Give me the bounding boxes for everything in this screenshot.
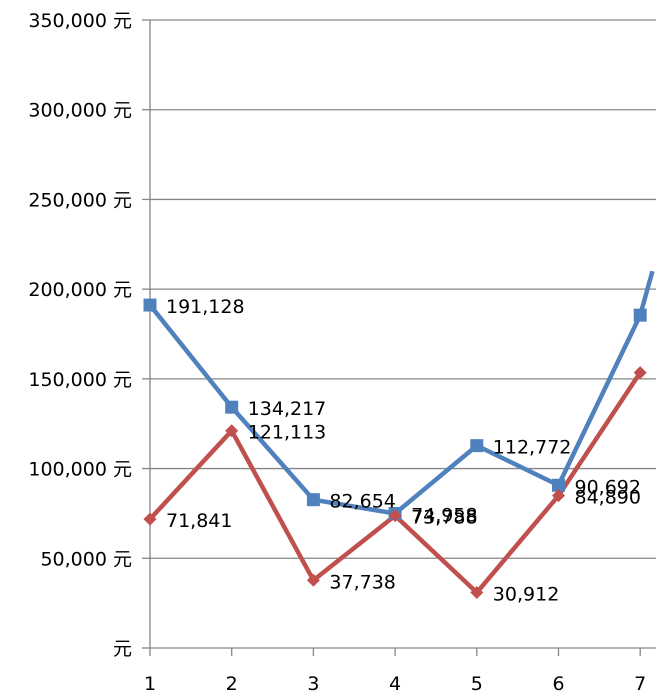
series-1-data-label: 74,958 [411,505,477,527]
x-tick-label: 2 [226,673,238,693]
series-2-data-label: 121,113 [248,422,327,444]
series-1-point [143,298,157,312]
x-tick-label: 1 [144,673,156,693]
series-2-data-label: 73,788 [411,507,477,529]
y-tick-label: 250,000 元 [28,189,132,211]
series-2-point [633,366,647,380]
x-tick-label: 5 [471,673,483,693]
series-2-data-label: 30,912 [493,584,559,606]
series-1-point [552,478,565,492]
series-1-data-label: 90,692 [575,476,641,498]
series-markers [143,298,647,600]
series-2-point [306,573,320,587]
series-1-data-label: 191,128 [166,296,245,318]
series-1-line [148,270,655,516]
series-1-point [225,400,239,414]
series-2-point [225,424,239,438]
y-tick-label: 350,000 元 [28,10,132,32]
series-2-data-label: 71,841 [166,510,232,532]
x-tick-label: 7 [634,673,646,693]
series-2-line [148,371,643,595]
y-tick-label: 300,000 元 [28,100,132,122]
series-2-point [470,586,484,600]
x-tick-label: 6 [552,673,564,693]
series-1-data-label: 112,772 [493,437,572,459]
y-tick-label: 50,000 元 [40,548,132,570]
series-2-data-label: 37,738 [329,571,395,593]
series-2-data-label: 84,890 [575,487,641,509]
y-axis-tick-labels: 元 50,000 元 100,000 元 150,000 元 200,000 元 250,… [28,10,132,660]
x-tick-label: 3 [307,673,319,693]
gridlines [150,19,656,559]
y-tick-label: 150,000 元 [28,369,132,391]
series-1-point [306,493,320,507]
series-2-point [552,489,565,503]
series-lines [148,270,655,595]
x-axis-tick-labels: 1 2 3 4 5 6 7 [144,673,646,693]
series-2-point [143,512,157,526]
axes [142,19,656,656]
series-1-point [470,439,484,453]
x-tick-label: 4 [389,673,401,693]
y-tick-label: 100,000 元 [28,459,132,481]
y-tick-label: 元 [113,638,132,660]
series-1-data-label: 82,654 [329,491,395,513]
y-tick-label: 200,000 元 [28,279,132,301]
series-2-point [388,509,402,523]
series-1-data-label: 134,217 [248,398,327,420]
series-1-point [633,308,647,322]
